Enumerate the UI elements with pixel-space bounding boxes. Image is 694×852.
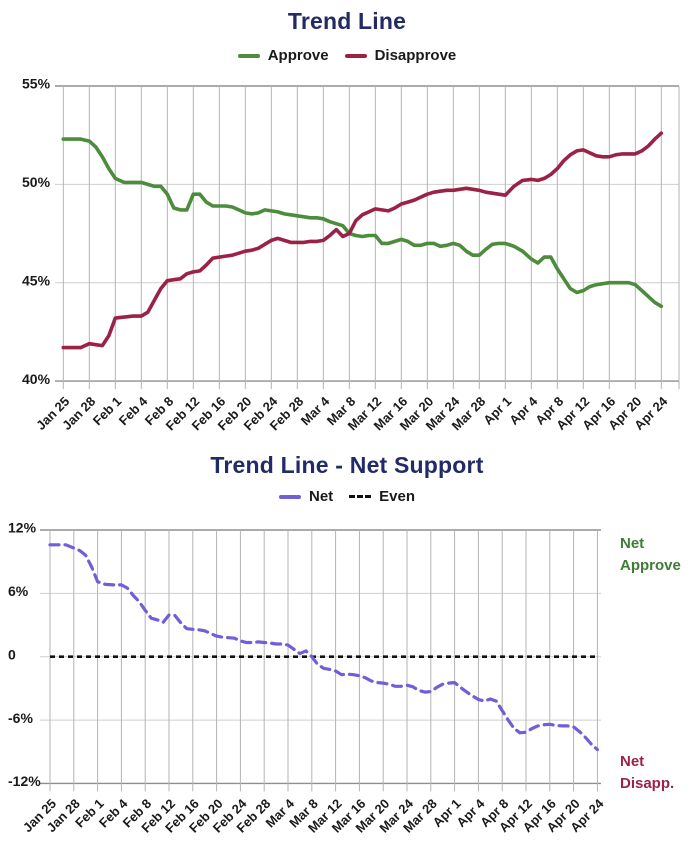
series-approve-line — [61, 137, 664, 309]
net-line-swatch — [278, 494, 301, 499]
legend-item-even: Even — [349, 488, 415, 505]
net-support-chart-title: Trend Line - Net Support — [210, 452, 484, 478]
legend-item-disapprove: Disapprove — [344, 47, 457, 64]
y-axis-tick-label: 40% — [22, 371, 51, 387]
legend-item-approve: Approve — [237, 47, 329, 64]
approval-chart-title: Trend Line — [287, 8, 407, 34]
x-axis-tick-label: Feb 1 — [90, 394, 125, 429]
net-approve-annotation-line2: Approve — [620, 557, 681, 574]
even-line-swatch — [349, 495, 372, 498]
series-disapprove-line — [61, 131, 664, 350]
series-net-line — [48, 543, 600, 752]
y-axis-tick-label: 6% — [8, 583, 29, 599]
legend-label-disapprove: Disapprove — [374, 47, 457, 64]
x-axis-tick-label: Mar 4 — [298, 393, 333, 428]
y-axis-tick-label: 55% — [22, 76, 51, 92]
net-disapprove-annotation-line2: Disapp. — [620, 775, 674, 792]
y-axis-tick-label: 0 — [8, 646, 16, 662]
legend-label-net: Net — [308, 488, 334, 505]
y-axis-tick-label: -12% — [8, 773, 41, 789]
net-approve-annotation-line1: Net — [620, 535, 644, 552]
y-axis-tick-label: 45% — [22, 272, 51, 288]
approval-chart-legend: Approve Disapprove — [0, 47, 694, 64]
y-axis-tick-label: 12% — [8, 520, 37, 536]
legend-label-even: Even — [379, 488, 416, 505]
x-axis-tick-label: Apr 4 — [506, 393, 541, 428]
x-axis-tick-label: Feb 4 — [116, 393, 151, 428]
legend-item-net: Net — [278, 488, 334, 505]
net-chart-legend: Net Even — [0, 488, 694, 505]
y-axis-tick-label: -6% — [8, 710, 33, 726]
disapprove-line-swatch — [344, 53, 367, 58]
net-disapprove-annotation-line1: Net — [620, 753, 644, 770]
approve-line-swatch — [237, 53, 260, 58]
legend-label-approve: Approve — [267, 47, 329, 64]
y-axis-tick-label: 50% — [22, 174, 51, 190]
x-axis-tick-label: Apr 1 — [480, 394, 514, 428]
